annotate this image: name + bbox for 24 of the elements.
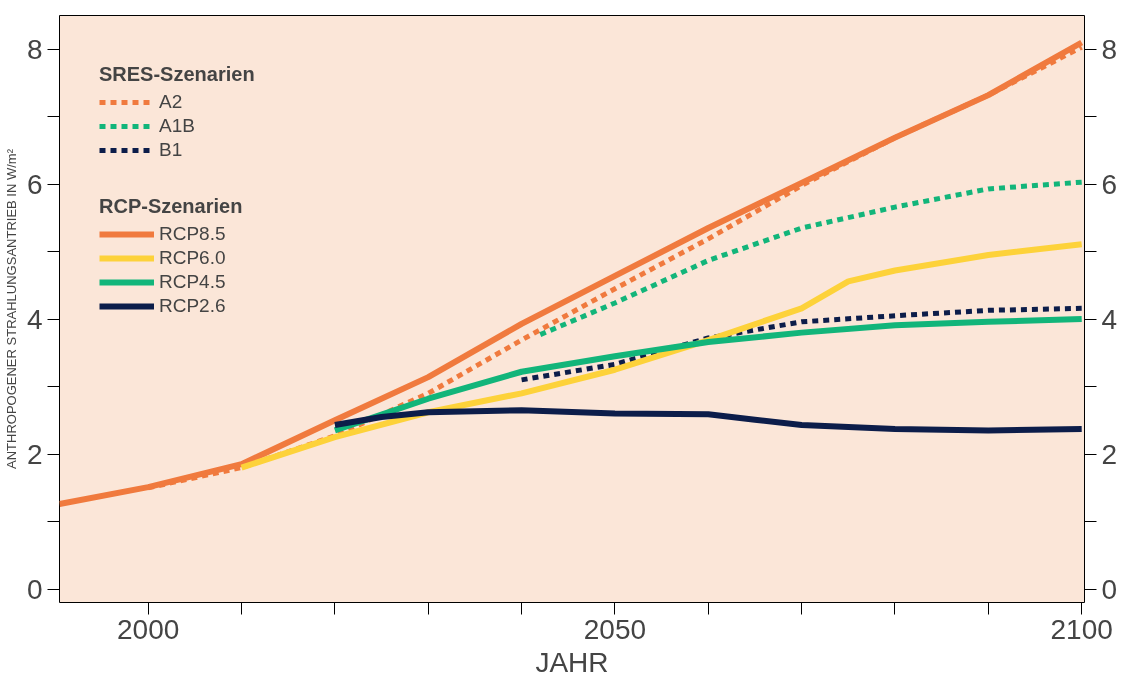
y-axis-title: ANTHROPOGENER STRAHLUNGSANTRIEB IN W/m²	[3, 148, 19, 469]
y2-tick-label: 6	[1101, 168, 1118, 200]
y-tick-label: 0	[26, 573, 43, 605]
x-tick-label: 2100	[1050, 613, 1113, 645]
legend-label: RCP2.6	[159, 295, 226, 317]
y-tick-label: 2	[26, 438, 43, 470]
x-tick-label: 2050	[583, 613, 647, 645]
y2-tick-label: 4	[1101, 303, 1118, 335]
legend-label: RCP6.0	[159, 247, 226, 269]
legend-label: RCP4.5	[159, 271, 226, 293]
y-tick-label: 4	[26, 303, 43, 335]
legend-label: RCP8.5	[159, 223, 226, 245]
y2-tick-label: 0	[1101, 573, 1118, 605]
x-axis-title: JAHR	[535, 646, 609, 678]
text: RCP-Szenarien	[99, 195, 243, 217]
y2-tick-label: 8	[1101, 33, 1118, 65]
legend-label: B1	[159, 139, 183, 161]
y2-tick-label: 2	[1101, 438, 1118, 470]
legend-label: A1B	[159, 115, 195, 137]
x-tick-label: 2000	[117, 613, 180, 645]
legend-label: A2	[159, 91, 183, 113]
y-tick-label: 8	[26, 33, 43, 65]
y-tick-label: 6	[26, 168, 43, 200]
text: SRES-Szenarien	[99, 63, 255, 85]
